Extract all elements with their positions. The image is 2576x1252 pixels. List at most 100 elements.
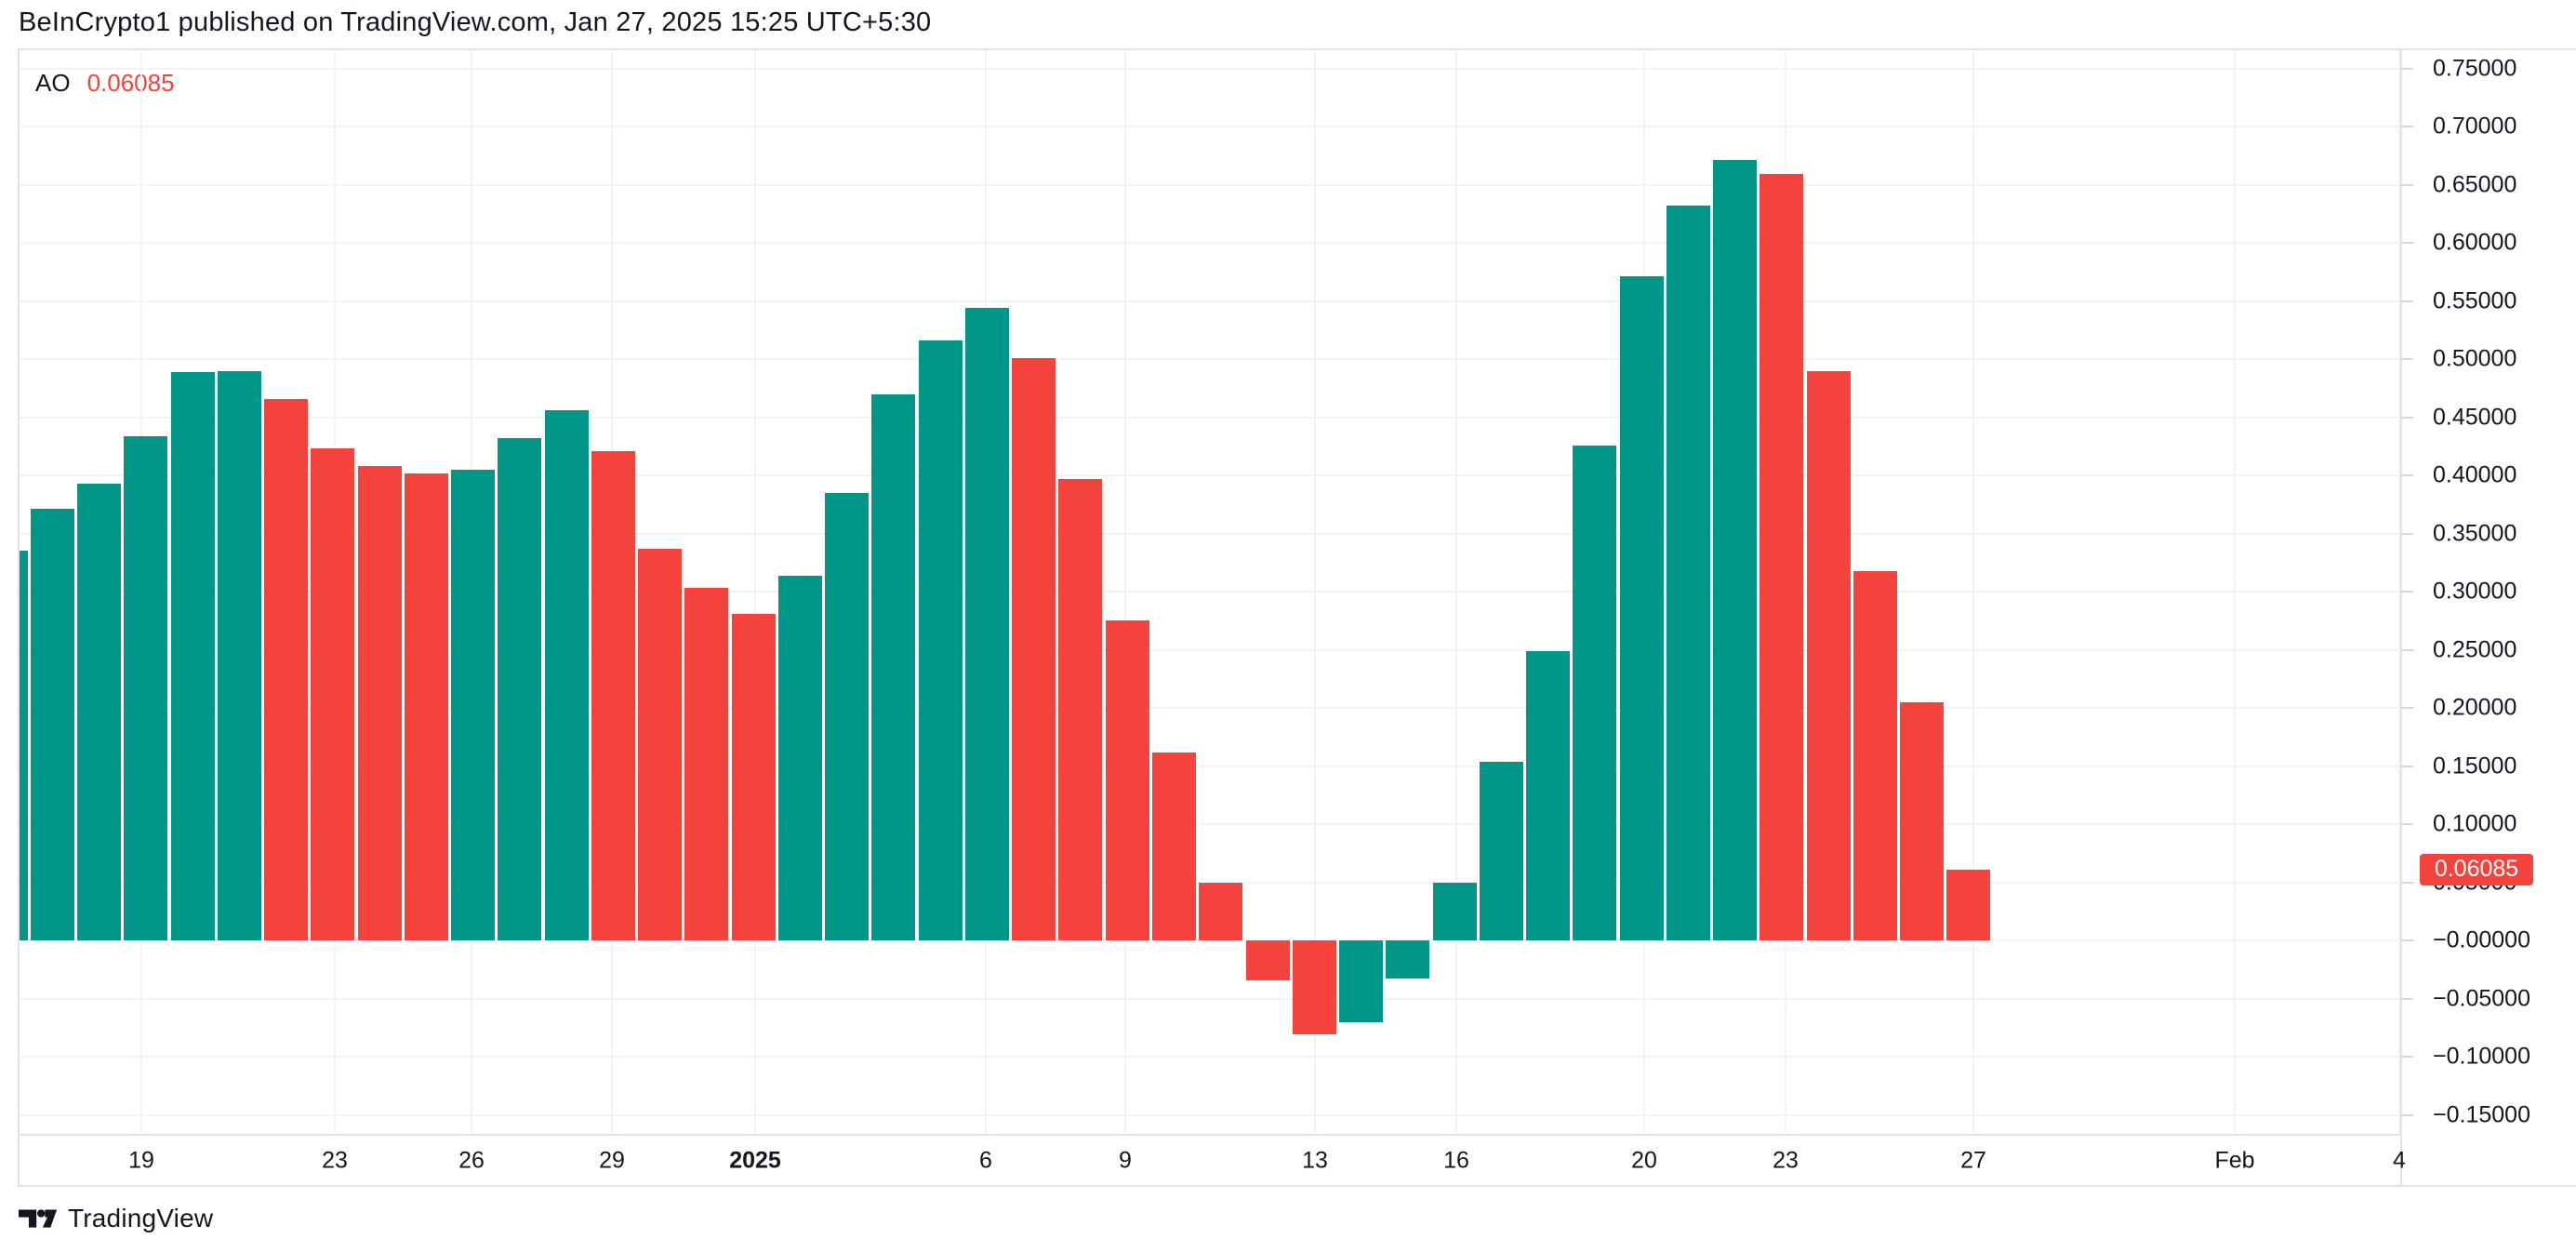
price-tick-mark [2400, 242, 2413, 244]
ao-bar[interactable] [1432, 882, 1477, 940]
horizontal-gridline [20, 242, 2400, 244]
horizontal-gridline [20, 997, 2400, 1000]
ao-bar[interactable] [77, 483, 122, 940]
indicator-name-label[interactable]: AO [35, 69, 71, 97]
ao-bar[interactable] [1105, 620, 1149, 940]
ao-bar[interactable] [1946, 869, 1991, 940]
horizontal-gridline [20, 765, 2400, 767]
ao-bar[interactable] [1619, 276, 1664, 940]
pane-border [20, 48, 2576, 50]
price-tick-mark [2400, 183, 2413, 186]
price-tick-label: 0.75000 [2433, 55, 2517, 81]
time-tick-label: 20 [1631, 1147, 1657, 1174]
ao-bar[interactable] [684, 588, 729, 940]
price-tick-mark [2400, 126, 2413, 127]
price-tick-label: 0.65000 [2433, 171, 2517, 197]
horizontal-gridline [20, 416, 2400, 419]
price-tick-label: 0.30000 [2433, 578, 2517, 605]
ao-bar[interactable] [264, 398, 309, 940]
vertical-gridline [1455, 50, 1457, 1134]
pane-border [20, 1134, 2400, 1136]
time-tick-label: 13 [1302, 1147, 1328, 1174]
ao-bar[interactable] [871, 393, 916, 940]
horizontal-gridline [20, 648, 2400, 651]
ao-bar[interactable] [1339, 940, 1384, 1022]
tradingview-logo[interactable]: TradingView [19, 1204, 213, 1233]
price-tick-label: 0.50000 [2433, 345, 2517, 372]
ao-bar[interactable] [451, 469, 496, 940]
horizontal-gridline [20, 126, 2400, 127]
ao-bar[interactable] [544, 410, 589, 940]
ao-bar[interactable] [731, 613, 776, 940]
ao-bar[interactable] [1152, 752, 1196, 940]
ao-bar[interactable] [591, 450, 635, 940]
pane-border [20, 1185, 2576, 1187]
pane-border [18, 48, 20, 1187]
ao-bar[interactable] [170, 371, 215, 940]
time-tick-label: 27 [1960, 1147, 1986, 1174]
price-tick-mark [2400, 532, 2413, 535]
chart-plot-area[interactable] [20, 50, 2400, 1134]
ao-bar[interactable] [777, 575, 822, 940]
ao-bar[interactable] [1806, 370, 1851, 940]
ao-bar[interactable] [217, 370, 261, 940]
time-tick-label: Feb [2214, 1147, 2255, 1174]
time-tick-label: 26 [458, 1147, 485, 1174]
ao-bar[interactable] [311, 448, 355, 940]
price-tick-label: 0.15000 [2433, 753, 2517, 779]
price-tick-mark [2400, 474, 2413, 476]
time-tick-label: 23 [322, 1147, 348, 1174]
ao-bar[interactable] [918, 340, 963, 940]
ao-bar[interactable] [1666, 206, 1710, 940]
ao-bar[interactable] [1759, 174, 1804, 940]
time-tick-label: 16 [1443, 1147, 1469, 1174]
ao-bar[interactable] [1852, 570, 1897, 940]
price-tick-mark [2400, 358, 2413, 360]
ao-bar[interactable] [1479, 761, 1523, 940]
time-axis[interactable] [20, 1134, 2400, 1185]
ao-bar[interactable] [638, 548, 683, 940]
time-tick-label: 29 [599, 1147, 625, 1174]
ao-bar[interactable] [1526, 650, 1571, 940]
ao-bar[interactable] [1573, 445, 1617, 940]
price-tick-mark [2400, 1056, 2413, 1058]
ao-bar[interactable] [1900, 701, 1945, 940]
ao-bar[interactable] [964, 308, 1009, 940]
indicator-value-label: 0.06085 [86, 69, 175, 97]
ao-bar[interactable] [825, 492, 870, 940]
ao-bar[interactable] [357, 466, 402, 940]
price-tick-label: 0.25000 [2433, 636, 2517, 662]
price-tick-label: −0.05000 [2433, 985, 2530, 1011]
ao-bar[interactable] [1199, 882, 1243, 940]
ao-bar[interactable] [498, 438, 542, 940]
time-tick-label: 6 [979, 1147, 992, 1174]
ao-bar[interactable] [1292, 940, 1336, 1035]
price-axis[interactable] [2400, 50, 2576, 1185]
ao-bar[interactable] [404, 473, 448, 940]
price-tick-mark [2400, 881, 2413, 884]
price-tick-label: 0.10000 [2433, 810, 2517, 837]
price-tick-mark [2400, 1113, 2413, 1116]
last-value-axis-badge: 0.06085 [2420, 853, 2533, 886]
horizontal-gridline [20, 591, 2400, 593]
horizontal-gridline [20, 358, 2400, 360]
price-tick-mark [2400, 939, 2413, 941]
price-tick-label: −0.00000 [2433, 926, 2530, 953]
price-tick-label: 0.40000 [2433, 461, 2517, 488]
ao-bar[interactable] [1386, 940, 1430, 979]
ao-bar[interactable] [1012, 357, 1056, 940]
vertical-gridline [1314, 50, 1316, 1134]
time-tick-label: 4 [2393, 1147, 2406, 1174]
time-tick-label: 9 [1119, 1147, 1132, 1174]
tradingview-logo-text: TradingView [68, 1204, 214, 1232]
indicator-legend: AO 0.06085 [35, 69, 175, 98]
vertical-gridline [1972, 50, 1974, 1134]
horizontal-gridline [20, 1113, 2400, 1116]
ao-bar[interactable] [124, 435, 168, 940]
ao-bar[interactable] [1713, 160, 1758, 940]
ao-bar[interactable] [30, 509, 74, 940]
ao-bar[interactable] [20, 551, 28, 940]
ao-bar[interactable] [1245, 940, 1290, 980]
price-tick-label: 0.45000 [2433, 404, 2517, 430]
ao-bar[interactable] [1058, 478, 1103, 940]
